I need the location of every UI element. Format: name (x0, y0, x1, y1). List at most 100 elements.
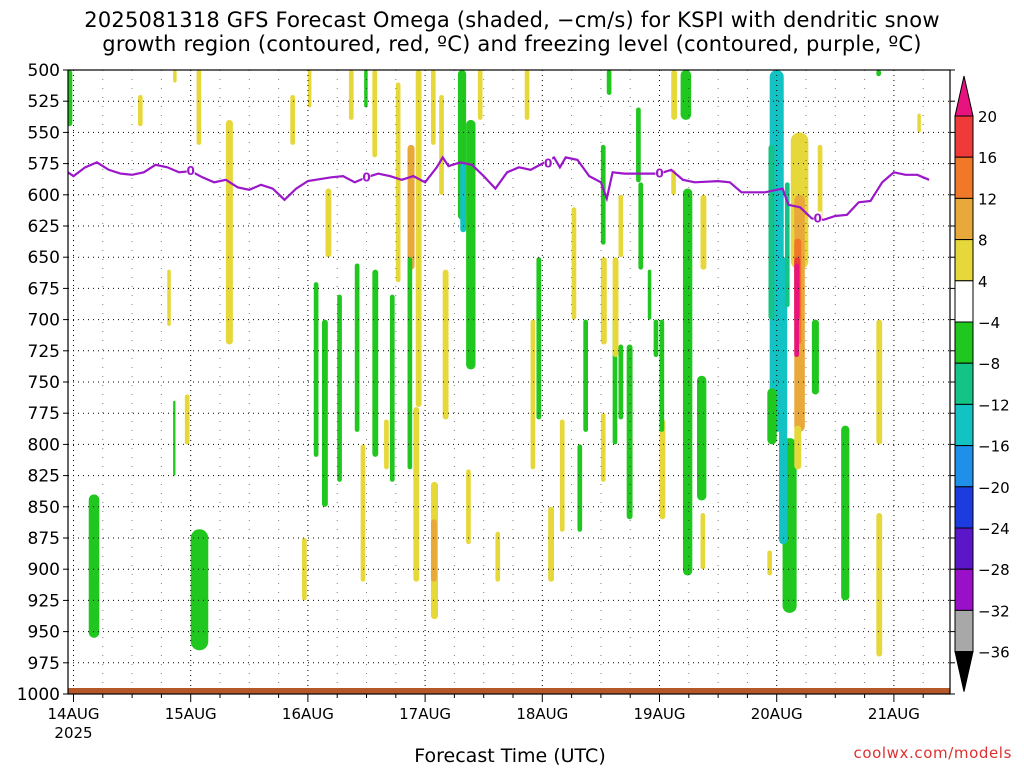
omega-shaded-region (779, 257, 788, 545)
omega-shaded-region (600, 257, 607, 345)
omega-shaded-region (571, 207, 577, 320)
x-tick-label: 17AUG (399, 705, 451, 723)
colorbar-label: −28 (978, 561, 1010, 579)
freezing-label-bg (186, 164, 195, 177)
omega-shaded-region (653, 319, 659, 358)
y-tick-label: 800 (28, 435, 60, 455)
freezing-label-bg (362, 170, 371, 183)
omega-shaded-region (460, 163, 467, 233)
omega-shaded-region (290, 94, 296, 145)
credit-link[interactable]: coolwx.com/models (853, 744, 1012, 762)
omega-shaded-region (876, 513, 883, 657)
omega-shaded-region (659, 319, 665, 432)
omega-shaded-region (364, 70, 368, 108)
omega-shaded-region (167, 269, 171, 326)
omega-shaded-region (700, 194, 707, 270)
omega-shaded-region (360, 444, 366, 582)
x-tick-label: 19AUG (634, 705, 686, 723)
colorbar-label: 20 (978, 108, 997, 126)
colorbar-label: 4 (978, 273, 988, 291)
omega-shaded-region (302, 538, 307, 601)
omega-shaded-region (173, 400, 176, 476)
omega-shaded-region (577, 444, 583, 532)
omega-shaded-region (325, 188, 332, 258)
omega-shaded-region (559, 419, 565, 532)
colorbar-label: −20 (978, 479, 1010, 497)
omega-shaded-region (225, 119, 233, 345)
y-tick-label: 650 (28, 248, 60, 268)
omega-shaded-region (442, 269, 449, 420)
omega-shaded-region (548, 506, 555, 582)
omega-shaded-region (612, 257, 619, 358)
x-tick-label: 14AUG (48, 705, 100, 723)
y-tick-label: 550 (28, 123, 60, 143)
omega-shaded-region (196, 70, 202, 145)
chart-title: 2025081318 GFS Forecast Omega (shaded, −… (0, 8, 1024, 56)
omega-shaded-region (477, 70, 483, 120)
omega-shaded-region (348, 70, 354, 120)
freezing-label-bg (544, 156, 553, 169)
x-year-label: 2025 (54, 724, 92, 742)
omega-shaded-region (817, 144, 823, 220)
omega-shaded-region (647, 269, 652, 320)
omega-shaded-region (768, 144, 775, 320)
y-tick-label: 1000 (17, 685, 60, 705)
omega-shaded-region (466, 119, 476, 370)
omega-shaded-region (700, 513, 706, 570)
freezing-level-label: 0 (362, 170, 370, 184)
omega-shaded-region (583, 319, 589, 432)
colorbar-label: 8 (978, 232, 988, 250)
omega-shaded-region (876, 70, 882, 77)
colorbar-label: 12 (978, 190, 997, 208)
colorbar-bin (954, 609, 974, 653)
omega-shaded-region (372, 70, 378, 158)
omega-shaded-region (600, 413, 606, 482)
y-tick-label: 950 (28, 623, 60, 643)
colorbar-label: −8 (978, 355, 1000, 373)
colorbar-bin (954, 568, 974, 611)
colorbar-label: −24 (978, 520, 1010, 538)
freezing-label-bg (655, 166, 664, 179)
omega-shaded-region (384, 419, 389, 470)
chart-title-line-2: growth region (contoured, red, ºC) and f… (102, 32, 922, 56)
omega-shaded-region (784, 182, 790, 308)
omega-shaded-region (407, 257, 413, 470)
y-tick-label: 575 (28, 155, 60, 175)
omega-shaded-region (659, 419, 666, 520)
colorbar-bottom-triangle (954, 651, 974, 692)
y-tick-label: 825 (28, 467, 60, 487)
freezing-level-label: 0 (814, 212, 822, 226)
omega-shaded-region (415, 70, 422, 407)
omega-shaded-region (618, 194, 624, 258)
omega-shaded-region (413, 406, 420, 582)
x-tick-label: 15AUG (165, 705, 217, 723)
omega-shaded-region (313, 282, 319, 457)
colorbar-label: −12 (978, 396, 1010, 414)
omega-shaded-region (767, 550, 773, 576)
omega-shaded-region (354, 263, 360, 432)
colorbar-bin (954, 527, 974, 570)
omega-shaded-region (395, 82, 401, 283)
colorbar-bin (954, 362, 974, 405)
x-tick-label: 16AUG (282, 705, 334, 723)
x-tick-label: 20AUG (751, 705, 803, 723)
omega-shaded-region (626, 344, 633, 520)
surface-terrain (68, 688, 950, 694)
omega-shaded-region (372, 269, 379, 457)
omega-shaded-region (638, 182, 644, 270)
x-tick-label: 21AUG (868, 705, 920, 723)
y-tick-label: 850 (28, 498, 60, 518)
omega-shaded-region (697, 375, 707, 501)
omega-shaded-region (190, 529, 209, 651)
omega-shaded-region (184, 394, 190, 445)
omega-shaded-region (137, 94, 143, 127)
omega-shaded-region (671, 169, 676, 195)
y-tick-label: 925 (28, 591, 60, 611)
colorbar-label: −4 (978, 314, 1000, 332)
omega-shaded-region (680, 70, 692, 120)
omega-shaded-region (917, 113, 921, 133)
omega-shaded-region (682, 188, 693, 576)
colorbar-bin (954, 280, 974, 323)
y-tick-label: 900 (28, 560, 60, 580)
